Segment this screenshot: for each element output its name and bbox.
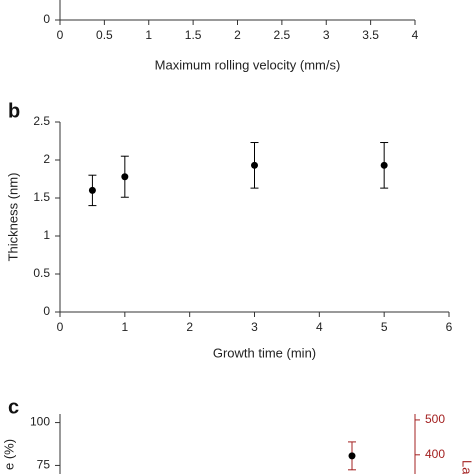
x-tick-label: 2 bbox=[234, 28, 241, 42]
x-tick-label: 0 bbox=[57, 28, 64, 42]
data-point bbox=[121, 173, 129, 181]
y-tick-label: 100 bbox=[30, 415, 50, 429]
y-tick-label: 0.5 bbox=[33, 266, 50, 280]
y-tick-label: 1.5 bbox=[33, 190, 50, 204]
y-tick-label: 75 bbox=[37, 458, 51, 472]
y-tick-label: 0 bbox=[43, 304, 50, 318]
y-tick-label: 2.5 bbox=[33, 114, 50, 128]
x-tick-label: 6 bbox=[446, 320, 453, 334]
y2-axis-label: Lat bbox=[460, 460, 474, 474]
x-axis-label: Growth time (min) bbox=[213, 345, 316, 360]
x-axis-label: Maximum rolling velocity (mm/s) bbox=[155, 57, 341, 72]
data-point bbox=[88, 186, 96, 194]
x-tick-label: 5 bbox=[381, 320, 388, 334]
x-tick-label: 1 bbox=[145, 28, 152, 42]
data-point bbox=[380, 161, 388, 169]
panel-label: c bbox=[8, 396, 19, 418]
x-tick-label: 2 bbox=[186, 320, 193, 334]
y-tick-label: 2 bbox=[43, 152, 50, 166]
x-tick-label: 4 bbox=[316, 320, 323, 334]
x-tick-label: 3 bbox=[323, 28, 330, 42]
x-tick-label: 3 bbox=[251, 320, 258, 334]
data-point bbox=[348, 452, 356, 460]
y-axis-label: Thickness (nm) bbox=[5, 173, 20, 262]
y-tick-label: 1 bbox=[43, 228, 50, 242]
x-tick-label: 2.5 bbox=[274, 28, 291, 42]
data-point bbox=[251, 161, 258, 169]
y2-tick-label: 500 bbox=[425, 412, 445, 426]
x-tick-label: 0 bbox=[57, 320, 64, 334]
x-tick-label: 4 bbox=[412, 28, 419, 42]
y-tick-label: 0 bbox=[43, 12, 50, 26]
y-axis-label: e (%) bbox=[1, 439, 16, 470]
x-tick-label: 1.5 bbox=[185, 28, 202, 42]
x-tick-label: 3.5 bbox=[362, 28, 379, 42]
x-tick-label: 1 bbox=[121, 320, 128, 334]
y2-tick-label: 400 bbox=[425, 447, 445, 461]
panel-label: b bbox=[8, 100, 20, 122]
x-tick-label: 0.5 bbox=[96, 28, 113, 42]
